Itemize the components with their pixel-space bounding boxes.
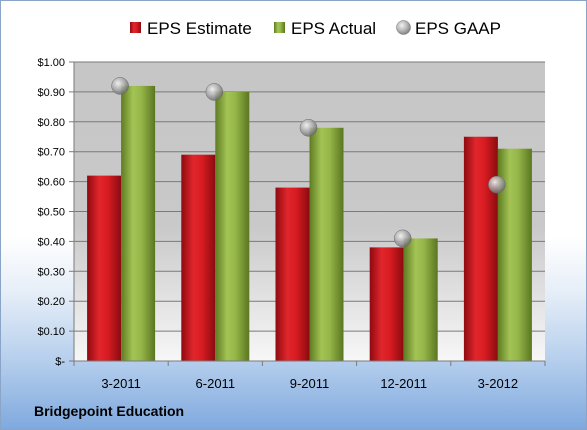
bar-eps-actual <box>309 127 344 361</box>
y-tick-label: $1.00 <box>37 57 65 69</box>
bar-eps-estimate <box>275 187 310 361</box>
x-category-label: 6-2011 <box>196 376 236 391</box>
bars <box>87 85 532 362</box>
bar-eps-estimate <box>87 175 122 361</box>
bar-eps-actual <box>215 91 250 362</box>
axes: $- $0.10 $0.20 $0.30 $0.40 $0.50 $0.60 $0.70 $0.… <box>37 57 546 391</box>
y-tick-label: $0.80 <box>37 117 65 129</box>
y-tick-label: $0.30 <box>37 266 65 278</box>
point-eps-gaap <box>299 119 318 137</box>
bar-eps-actual <box>403 238 438 361</box>
bar-eps-actual <box>121 85 156 362</box>
y-tick-label: $0.90 <box>37 87 65 99</box>
legend-item: EPS Actual <box>274 19 376 38</box>
legend: EPS Estimate EPS Actual EPS GAAP <box>130 19 501 38</box>
bar-eps-estimate <box>369 247 404 361</box>
y-tick-label: $- <box>55 356 65 368</box>
point-eps-gaap <box>488 175 506 194</box>
legend-swatch <box>274 22 285 33</box>
legend-item: EPS Estimate <box>130 19 252 38</box>
y-tick-label: $0.70 <box>37 147 65 159</box>
point-eps-gaap <box>393 229 412 248</box>
point-eps-gaap <box>111 77 129 95</box>
legend-label: EPS GAAP <box>415 19 501 38</box>
x-category-label: 3-2011 <box>101 376 141 391</box>
y-tick-label: $0.50 <box>37 207 65 219</box>
company-label: Bridgepoint Education <box>34 403 185 419</box>
legend-swatch <box>396 20 411 35</box>
legend-label: EPS Actual <box>291 19 376 38</box>
bar-eps-estimate <box>181 154 216 361</box>
x-category-label: 9-2011 <box>290 376 330 391</box>
y-tick-label: $0.60 <box>37 177 65 189</box>
legend-item: EPS GAAP <box>396 19 501 38</box>
bar-eps-estimate <box>463 136 498 361</box>
legend-swatch <box>130 22 141 33</box>
legend-label: EPS Estimate <box>147 19 252 38</box>
y-tick-label: $0.20 <box>37 296 65 308</box>
gaap-points <box>111 77 506 248</box>
point-eps-gaap <box>205 83 224 101</box>
x-category-label: 3-2012 <box>478 376 518 391</box>
x-category-label: 12-2011 <box>380 376 427 391</box>
y-tick-label: $0.10 <box>37 326 65 338</box>
y-tick-label: $0.40 <box>37 236 65 248</box>
